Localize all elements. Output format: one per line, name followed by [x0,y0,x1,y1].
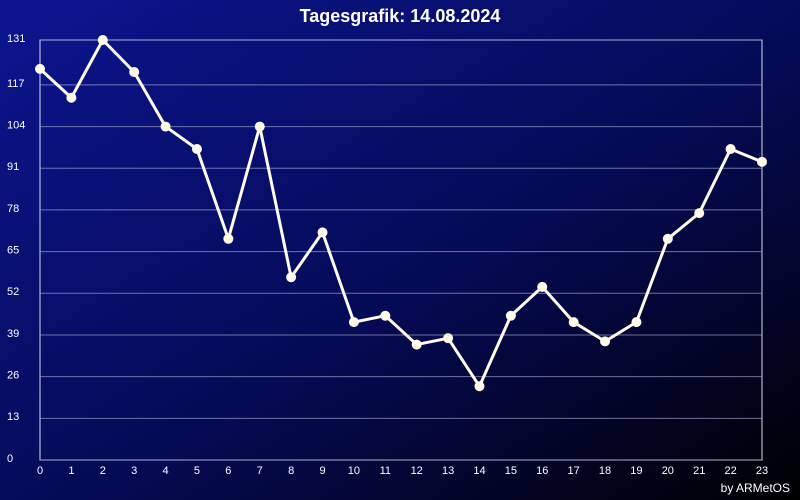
y-tick-label: 0 [7,453,13,465]
data-point [97,35,108,45]
data-point [537,281,548,292]
data-point [474,381,485,392]
x-tick-label: 11 [380,465,391,477]
x-tick-label: 0 [37,465,43,477]
x-tick-label: 6 [225,465,231,477]
data-point [286,272,297,283]
x-tick-label: 18 [599,465,611,477]
data-point [317,227,328,238]
x-tick-label: 19 [630,465,642,477]
x-tick-label: 14 [473,465,485,477]
x-tick-label: 22 [724,465,736,477]
data-point [348,317,359,328]
x-tick-label: 5 [194,465,200,477]
x-tick-label: 21 [693,465,705,477]
data-line [38,38,763,388]
x-tick-label: 12 [411,465,423,477]
data-point [129,67,140,78]
x-tick-label: 9 [319,465,325,477]
y-tick-label: 131 [7,33,25,45]
data-point [757,156,767,167]
data-point [568,317,579,328]
y-tick-label: 65 [7,245,19,257]
data-point [66,92,77,103]
data-point [254,121,265,132]
data-point [191,144,202,155]
data-point [160,121,171,132]
data-point [662,233,673,244]
data-point [631,317,642,328]
data-point [443,333,454,344]
x-tick-label: 23 [756,465,768,477]
data-point [600,336,611,347]
credit: by ARMetOS [721,481,790,495]
x-tick-label: 10 [348,465,360,477]
chart-title: Tagesgrafik: 14.08.2024 [300,6,501,26]
x-tick-label: 15 [505,465,517,477]
x-tick-label: 17 [568,465,580,477]
x-tick-label: 16 [536,465,548,477]
data-point [35,63,45,74]
y-tick-label: 26 [7,370,19,382]
x-tick-label: 13 [442,465,454,477]
x-tick-label: 3 [131,465,137,477]
x-tick-label: 7 [257,465,263,477]
data-point [223,233,234,244]
y-tick-label: 52 [7,286,19,298]
x-tick-label: 1 [68,465,74,477]
y-tick-label: 104 [7,119,25,131]
data-point [380,310,391,321]
y-tick-label: 39 [7,328,19,340]
x-tick-label: 2 [100,465,106,477]
x-tick-label: 4 [163,465,169,477]
y-tick-label: 117 [7,78,25,90]
data-point [694,208,705,219]
y-tick-label: 91 [7,161,19,173]
x-tick-label: 8 [288,465,294,477]
y-tick-label: 13 [7,411,19,423]
x-tick-label: 20 [662,465,674,477]
data-point [505,310,516,321]
data-point [411,339,422,350]
y-tick-label: 78 [7,203,19,215]
data-point [725,144,736,155]
